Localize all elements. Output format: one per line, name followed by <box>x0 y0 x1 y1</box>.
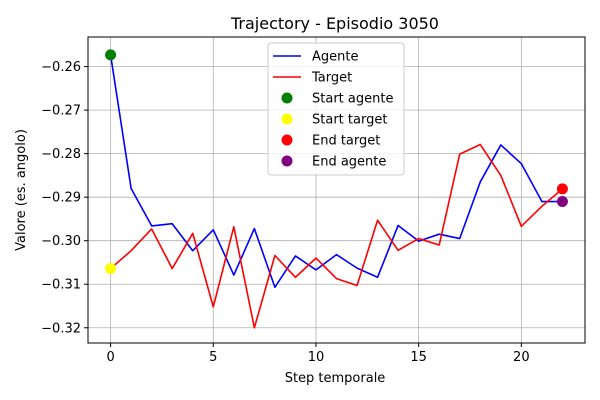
x-tick-label: 20 <box>513 350 530 365</box>
legend-swatch-end-agente <box>281 155 293 167</box>
x-tick-label: 15 <box>410 350 427 365</box>
chart-title: Trajectory - Episodio 3050 <box>230 14 439 33</box>
y-axis-ticks: −0.32 −0.31 −0.30 −0.29 −0.28 −0.27 −0.26 <box>41 60 88 336</box>
series-line-agente <box>109 54 563 289</box>
marker-start-agente <box>105 49 117 61</box>
legend-label: Start agente <box>312 92 393 107</box>
x-tick-label: 0 <box>106 350 114 365</box>
marker-end-target <box>556 183 568 195</box>
y-tick-label: −0.30 <box>41 234 81 249</box>
x-axis-ticks: 0 5 10 15 20 <box>106 343 530 365</box>
series-line-target <box>110 143 563 329</box>
series-layer <box>109 54 563 329</box>
y-tick-label: −0.27 <box>41 104 81 119</box>
y-tick-label: −0.28 <box>41 147 81 162</box>
legend-label: End agente <box>312 155 386 170</box>
x-tick-label: 10 <box>308 350 325 365</box>
marker-layer <box>105 49 568 275</box>
legend-swatch-start-agente <box>281 92 293 104</box>
legend-label: Target <box>311 71 352 86</box>
x-tick-label: 5 <box>209 350 217 365</box>
legend-swatch-end-target <box>281 134 293 146</box>
legend-label: Start target <box>312 113 387 128</box>
marker-start-target <box>105 263 117 275</box>
y-tick-label: −0.29 <box>41 191 81 206</box>
legend-box <box>267 42 405 176</box>
legend-label: Agente <box>312 50 358 65</box>
legend-swatch-start-target <box>281 113 293 125</box>
plot-frame <box>87 36 586 344</box>
y-tick-label: −0.26 <box>41 60 81 75</box>
x-axis-label: Step temporale <box>285 371 386 386</box>
marker-end-agente <box>556 196 568 208</box>
y-tick-label: −0.31 <box>41 278 81 293</box>
y-axis-label: Valore (es. angolo) <box>14 129 29 251</box>
legend-label: End target <box>312 134 380 149</box>
y-tick-label: −0.32 <box>41 321 81 336</box>
legend: Agente Target Start agente Start target End … <box>267 42 405 176</box>
